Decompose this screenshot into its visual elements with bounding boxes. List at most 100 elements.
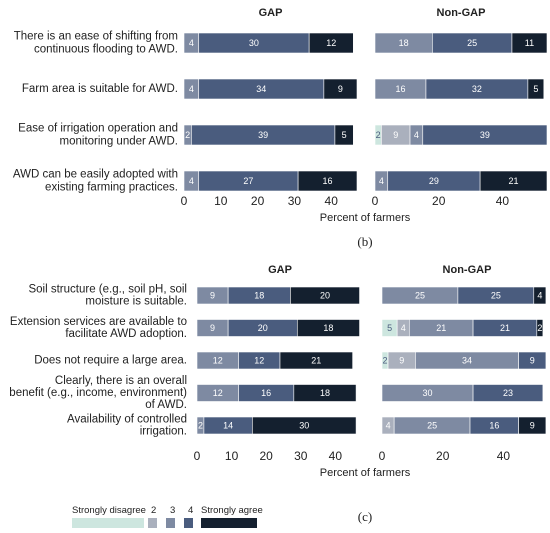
chart-1: Soil structure (e.g., soil pH, soilmoist… — [9, 264, 547, 524]
data-label: 25 — [427, 420, 437, 430]
category-label: Availability of controlled — [67, 414, 187, 426]
x-tick-label: 40 — [329, 449, 343, 463]
x-tick-label: 0 — [194, 449, 201, 463]
data-label: 4 — [386, 420, 391, 430]
x-tick-label: 10 — [214, 194, 228, 208]
x-tick-label: 20 — [259, 449, 273, 463]
x-axis-title: Percent of farmers — [320, 467, 411, 479]
legend-swatch — [148, 518, 157, 528]
data-label: 2 — [185, 130, 190, 140]
data-label: 18 — [320, 388, 330, 398]
category-label: monitoring under AWD. — [60, 136, 178, 148]
bar-segment — [472, 384, 544, 402]
bar-segment — [308, 32, 354, 54]
chart-0: There is an ease of shifting fromcontinu… — [13, 7, 548, 249]
data-label: 32 — [472, 84, 482, 94]
data-label: 30 — [423, 388, 433, 398]
category-label: continuous flooding to AWD. — [34, 44, 178, 56]
data-label: 11 — [525, 38, 534, 48]
data-label: 18 — [399, 38, 409, 48]
data-label: 34 — [462, 355, 472, 365]
category-label: of AWD. — [145, 399, 187, 411]
data-label: 29 — [429, 176, 439, 186]
data-label: 21 — [311, 355, 321, 365]
data-label: 21 — [436, 323, 446, 333]
bar-segment — [297, 170, 358, 192]
bar-segment — [422, 124, 548, 146]
x-axis-title: Percent of farmers — [320, 212, 411, 224]
data-label: 30 — [299, 420, 309, 430]
data-label: 4 — [189, 84, 194, 94]
legend-label: 2 — [151, 505, 156, 516]
legend-label: Strongly agree — [201, 505, 263, 516]
data-label: 9 — [393, 130, 398, 140]
x-tick-label: 10 — [225, 449, 239, 463]
legend-label: Strongly disagree — [72, 505, 146, 516]
data-label: 5 — [342, 130, 347, 140]
category-label: Extension services are available to — [10, 316, 187, 328]
data-label: 4 — [189, 38, 194, 48]
data-label: 18 — [323, 323, 333, 333]
x-tick-label: 40 — [497, 449, 511, 463]
data-label: 12 — [326, 38, 336, 48]
category-label: moisture is suitable. — [85, 296, 187, 308]
legend-swatch — [201, 518, 257, 528]
legend-label: 3 — [170, 505, 175, 516]
data-label: 20 — [320, 290, 330, 300]
data-label: 5 — [387, 323, 392, 333]
category-label: Soil structure (e.g., soil pH, soil — [28, 284, 187, 296]
data-label: 4 — [401, 323, 406, 333]
data-label: 16 — [261, 388, 271, 398]
data-label: 9 — [210, 323, 215, 333]
data-label: 9 — [210, 290, 215, 300]
data-label: 18 — [254, 290, 264, 300]
bar-segment — [252, 416, 357, 435]
legend: Strongly disagree 2 3 4 Strongly agree — [72, 505, 263, 528]
bar-segment — [511, 32, 548, 54]
category-label: Ease of irrigation operation and — [18, 123, 178, 135]
data-label: 4 — [414, 130, 419, 140]
bar-segment — [527, 78, 545, 100]
data-label: 9 — [530, 420, 535, 430]
bar-segment — [323, 78, 358, 100]
data-label: 16 — [323, 176, 333, 186]
legend-swatch — [184, 518, 193, 528]
bar-segment — [479, 170, 548, 192]
data-label: 12 — [213, 388, 223, 398]
figure-label: (b) — [357, 234, 372, 249]
x-tick-label: 30 — [294, 449, 308, 463]
data-label: 16 — [489, 420, 499, 430]
data-label: 23 — [503, 388, 513, 398]
legend-swatch — [166, 518, 175, 528]
data-label: 20 — [258, 323, 268, 333]
data-label: 39 — [480, 130, 490, 140]
x-tick-label: 40 — [325, 194, 339, 208]
data-label: 2 — [537, 323, 542, 333]
bar-segment — [536, 319, 544, 337]
category-label: Does not require a large area. — [34, 355, 187, 367]
bar-segment — [518, 351, 547, 370]
x-tick-label: 20 — [432, 194, 446, 208]
data-label: 39 — [258, 130, 268, 140]
data-label: 9 — [338, 84, 343, 94]
data-label: 9 — [530, 355, 535, 365]
legend-label: 4 — [188, 505, 193, 516]
data-label: 9 — [399, 355, 404, 365]
data-label: 14 — [223, 420, 233, 430]
data-label: 30 — [249, 38, 259, 48]
data-label: 4 — [189, 176, 194, 186]
bar-segment — [518, 416, 547, 435]
data-label: 25 — [491, 290, 501, 300]
bar-segment — [279, 351, 353, 370]
data-label: 2 — [383, 355, 388, 365]
data-label: 4 — [537, 290, 542, 300]
bar-segment — [293, 384, 357, 402]
category-label: benefit (e.g., income, environment) — [9, 387, 187, 399]
x-tick-label: 20 — [251, 194, 265, 208]
x-tick-label: 0 — [181, 194, 188, 208]
data-label: 21 — [509, 176, 519, 186]
data-label: 5 — [533, 84, 538, 94]
legend-swatch — [72, 518, 144, 528]
data-label: 4 — [379, 176, 384, 186]
